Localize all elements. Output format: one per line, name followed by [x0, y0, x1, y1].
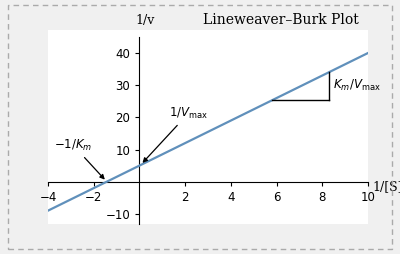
Text: $K_m / V_{\mathrm{max}}$: $K_m / V_{\mathrm{max}}$ — [332, 78, 380, 93]
Text: $-1/K_m$: $-1/K_m$ — [54, 138, 104, 179]
Text: Lineweaver–Burk Plot: Lineweaver–Burk Plot — [203, 12, 358, 26]
Text: 1/v: 1/v — [136, 14, 155, 27]
Text: 1/[S]: 1/[S] — [372, 180, 400, 193]
Text: $1/V_{\mathrm{max}}$: $1/V_{\mathrm{max}}$ — [144, 105, 208, 162]
